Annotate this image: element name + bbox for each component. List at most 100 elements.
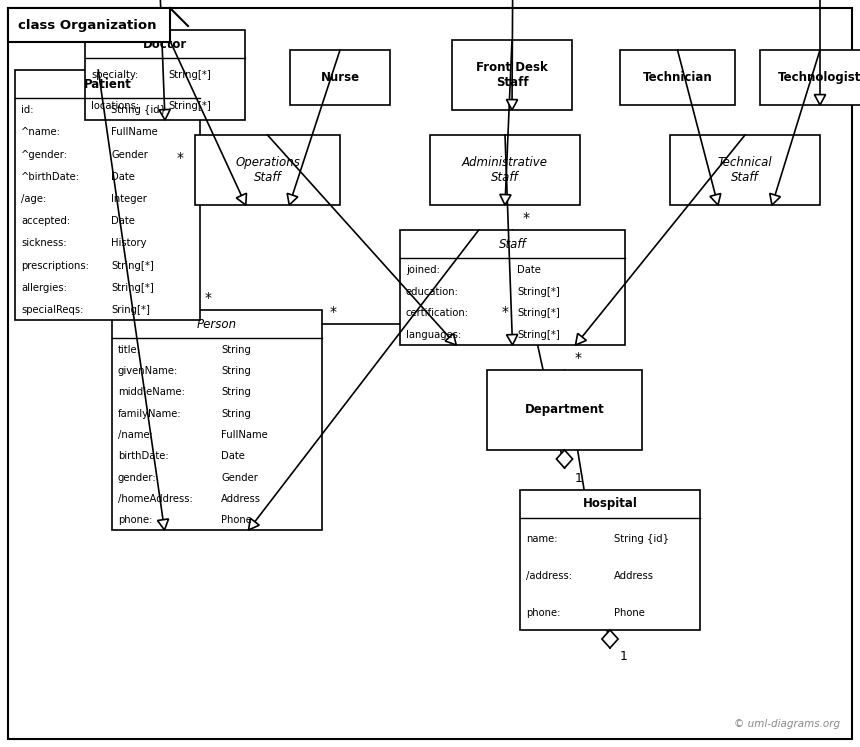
Text: specialty:: specialty:: [91, 70, 138, 80]
Text: Address: Address: [221, 494, 261, 504]
Bar: [195, 135, 340, 205]
Text: String: String: [221, 344, 251, 355]
Text: Administrative
Staff: Administrative Staff: [462, 156, 548, 184]
Text: /address:: /address:: [526, 571, 572, 581]
Text: Operations
Staff: Operations Staff: [235, 156, 300, 184]
Text: id:: id:: [21, 105, 34, 115]
Text: birthDate:: birthDate:: [118, 451, 169, 462]
Text: Address: Address: [613, 571, 654, 581]
Polygon shape: [575, 333, 587, 345]
Text: allergies:: allergies:: [21, 283, 67, 293]
Polygon shape: [159, 109, 170, 120]
Bar: [670, 135, 820, 205]
Text: String[*]: String[*]: [111, 283, 154, 293]
Text: Doctor: Doctor: [143, 37, 187, 51]
Polygon shape: [445, 333, 457, 345]
Bar: [430, 135, 580, 205]
Text: Patient: Patient: [83, 78, 132, 90]
Text: String: String: [221, 388, 251, 397]
Text: Gender: Gender: [221, 473, 258, 483]
Text: /name:: /name:: [118, 430, 153, 440]
Text: Nurse: Nurse: [321, 71, 359, 84]
Polygon shape: [157, 519, 169, 530]
Text: Gender: Gender: [111, 149, 148, 160]
Bar: [520, 490, 700, 630]
Text: locations:: locations:: [91, 101, 139, 111]
Bar: [112, 310, 322, 530]
Polygon shape: [556, 450, 573, 468]
Text: Hospital: Hospital: [582, 498, 637, 510]
Text: ^name:: ^name:: [21, 128, 61, 137]
Text: *: *: [330, 305, 337, 319]
Text: joined:: joined:: [406, 265, 439, 275]
Text: sickness:: sickness:: [21, 238, 66, 249]
Text: gender:: gender:: [118, 473, 157, 483]
Text: Technologist: Technologist: [778, 71, 860, 84]
Polygon shape: [814, 95, 826, 105]
Text: Date: Date: [111, 172, 135, 182]
Bar: [487, 370, 642, 450]
Text: FullName: FullName: [221, 430, 268, 440]
Text: String[*]: String[*]: [169, 70, 211, 80]
Polygon shape: [770, 193, 780, 205]
Bar: [8, 8, 170, 42]
Text: FullName: FullName: [111, 128, 158, 137]
Text: /age:: /age:: [21, 194, 46, 204]
Polygon shape: [602, 630, 618, 648]
Text: String: String: [221, 366, 251, 376]
Text: © uml-diagrams.org: © uml-diagrams.org: [734, 719, 840, 729]
Text: title:: title:: [118, 344, 141, 355]
Text: class Organization: class Organization: [18, 19, 157, 31]
Text: *: *: [502, 305, 509, 319]
Polygon shape: [237, 193, 247, 205]
Text: *: *: [205, 291, 212, 305]
Polygon shape: [507, 335, 518, 345]
Text: Staff: Staff: [499, 238, 526, 250]
Text: ^gender:: ^gender:: [21, 149, 68, 160]
Text: givenName:: givenName:: [118, 366, 178, 376]
Polygon shape: [507, 99, 518, 110]
Text: Date: Date: [111, 216, 135, 226]
Text: *: *: [574, 351, 581, 365]
Text: String[*]: String[*]: [517, 330, 560, 340]
Text: Phone: Phone: [221, 515, 252, 525]
Text: ^birthDate:: ^birthDate:: [21, 172, 80, 182]
Text: languages:: languages:: [406, 330, 461, 340]
Text: *: *: [177, 151, 184, 165]
Text: String[*]: String[*]: [111, 261, 154, 270]
Bar: [85, 30, 245, 120]
Text: name:: name:: [526, 533, 557, 544]
Bar: [452, 40, 572, 110]
Text: phone:: phone:: [526, 608, 561, 619]
Bar: [760, 50, 860, 105]
Text: Person: Person: [197, 317, 237, 330]
Text: 1: 1: [574, 472, 582, 485]
Text: accepted:: accepted:: [21, 216, 71, 226]
Text: *: *: [523, 211, 530, 225]
Polygon shape: [249, 518, 259, 530]
Text: /homeAddress:: /homeAddress:: [118, 494, 193, 504]
Text: phone:: phone:: [118, 515, 152, 525]
Bar: [400, 230, 625, 345]
Text: 1: 1: [620, 650, 628, 663]
Text: String: String: [221, 409, 251, 419]
Text: Sring[*]: Sring[*]: [111, 305, 150, 315]
Text: Date: Date: [221, 451, 245, 462]
Text: Phone: Phone: [613, 608, 644, 619]
Polygon shape: [710, 193, 721, 205]
Text: String {id}: String {id}: [613, 533, 669, 544]
Bar: [15, 70, 200, 320]
Text: prescriptions:: prescriptions:: [21, 261, 89, 270]
Text: Date: Date: [517, 265, 541, 275]
Text: familyName:: familyName:: [118, 409, 181, 419]
Polygon shape: [287, 193, 298, 205]
Text: certification:: certification:: [406, 309, 469, 318]
Polygon shape: [500, 194, 511, 205]
Text: Technical
Staff: Technical Staff: [718, 156, 772, 184]
Text: Front Desk
Staff: Front Desk Staff: [476, 61, 548, 89]
Bar: [620, 50, 735, 105]
Text: Technician: Technician: [642, 71, 712, 84]
Text: specialReqs:: specialReqs:: [21, 305, 83, 315]
Text: String {id}: String {id}: [111, 105, 166, 115]
Text: Integer: Integer: [111, 194, 147, 204]
